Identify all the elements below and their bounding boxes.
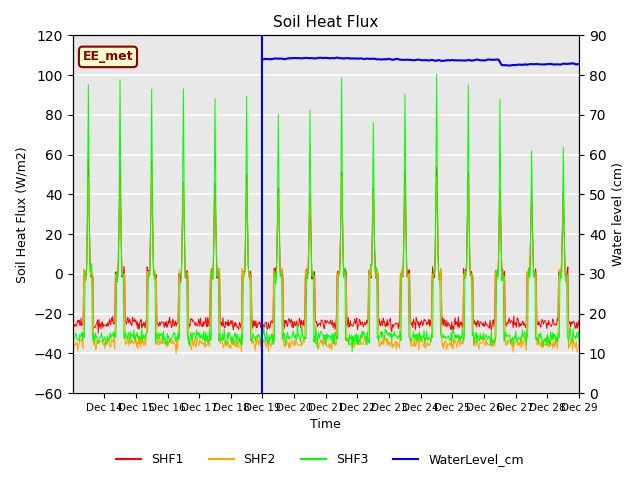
Title: Soil Heat Flux: Soil Heat Flux	[273, 15, 378, 30]
Y-axis label: Soil Heat Flux (W/m2): Soil Heat Flux (W/m2)	[15, 146, 28, 283]
X-axis label: Time: Time	[310, 419, 341, 432]
Text: EE_met: EE_met	[83, 50, 133, 63]
Legend: SHF1, SHF2, SHF3, WaterLevel_cm: SHF1, SHF2, SHF3, WaterLevel_cm	[111, 448, 529, 471]
Y-axis label: Water level (cm): Water level (cm)	[612, 162, 625, 266]
